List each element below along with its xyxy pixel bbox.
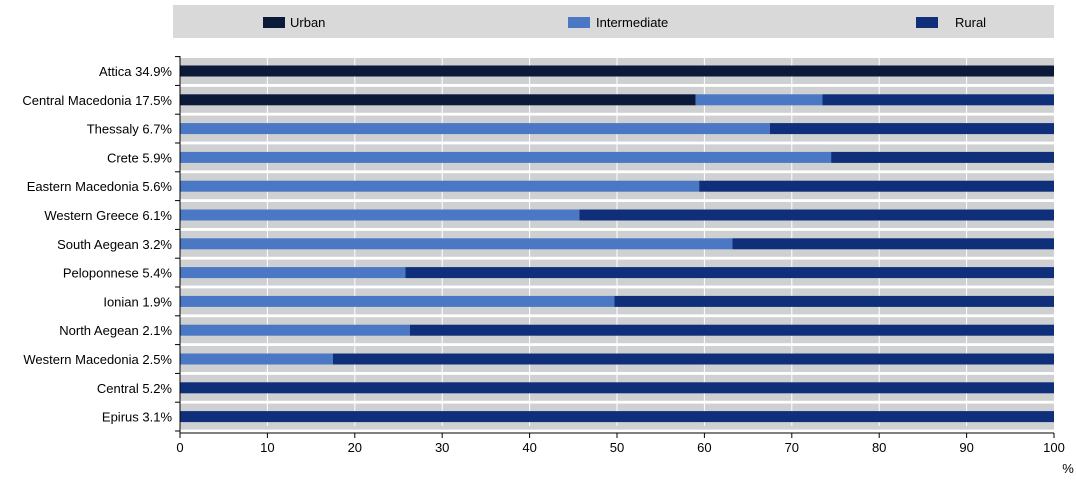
bar-rural bbox=[180, 382, 1054, 394]
bar-rural bbox=[732, 238, 1054, 250]
bar-intermediate bbox=[180, 353, 333, 365]
x-axis-unit: % bbox=[1062, 461, 1074, 476]
bar-rural bbox=[180, 411, 1054, 423]
category-label: Thessaly 6.7% bbox=[87, 122, 173, 137]
bar-rural bbox=[579, 209, 1054, 221]
bar-intermediate bbox=[180, 123, 770, 135]
x-tick-label: 20 bbox=[348, 440, 362, 455]
category-label: Attica 34.9% bbox=[99, 64, 172, 79]
legend: Urban Intermediate Rural bbox=[173, 5, 1054, 38]
category-label: Ionian 1.9% bbox=[103, 294, 172, 309]
category-label: Epirus 3.1% bbox=[102, 410, 173, 425]
axes: Attica 34.9% Central Macedonia 17.5% Thess… bbox=[22, 56, 1074, 476]
category-label: South Aegean 3.2% bbox=[57, 237, 172, 252]
x-tick-label: 30 bbox=[435, 440, 449, 455]
x-tick-label: 40 bbox=[522, 440, 536, 455]
category-label: Eastern Macedonia 5.6% bbox=[27, 179, 173, 194]
legend-background bbox=[173, 5, 1054, 38]
bar-urban bbox=[180, 65, 1054, 77]
bars bbox=[180, 65, 1054, 423]
bar-intermediate bbox=[180, 238, 733, 250]
legend-swatch-intermediate bbox=[568, 17, 590, 28]
x-tick-label: 70 bbox=[785, 440, 799, 455]
bar-rural bbox=[769, 123, 1054, 135]
bar-rural bbox=[409, 324, 1054, 336]
bar-rural bbox=[614, 295, 1054, 307]
legend-swatch-rural bbox=[916, 17, 938, 28]
x-tick-label: 10 bbox=[260, 440, 274, 455]
bar-rural bbox=[332, 353, 1054, 365]
category-label: Crete 5.9% bbox=[107, 150, 172, 165]
bar-rural bbox=[831, 151, 1054, 163]
bar-intermediate bbox=[695, 94, 823, 106]
bar-intermediate bbox=[180, 180, 700, 192]
legend-label-intermediate: Intermediate bbox=[596, 15, 668, 30]
legend-swatch-urban bbox=[263, 17, 285, 28]
bar-intermediate bbox=[180, 209, 580, 221]
bar-intermediate bbox=[180, 151, 832, 163]
bar-rural bbox=[699, 180, 1054, 192]
bar-intermediate bbox=[180, 324, 410, 336]
bar-intermediate bbox=[180, 267, 406, 279]
x-tick-label: 100 bbox=[1043, 440, 1065, 455]
x-tick-label: 80 bbox=[872, 440, 886, 455]
legend-label-urban: Urban bbox=[290, 15, 325, 30]
category-label: Central 5.2% bbox=[97, 381, 173, 396]
x-tick-label: 50 bbox=[610, 440, 624, 455]
category-label: Western Macedonia 2.5% bbox=[23, 352, 172, 367]
x-tick-label: 0 bbox=[176, 440, 183, 455]
bar-rural bbox=[405, 267, 1054, 279]
x-tick-label: 60 bbox=[697, 440, 711, 455]
category-label: North Aegean 2.1% bbox=[59, 323, 172, 338]
bar-rural bbox=[822, 94, 1054, 106]
bar-intermediate bbox=[180, 295, 615, 307]
x-tick-label: 90 bbox=[959, 440, 973, 455]
category-label: Western Greece 6.1% bbox=[44, 208, 172, 223]
category-label: Peloponnese 5.4% bbox=[63, 266, 173, 281]
category-label: Central Macedonia 17.5% bbox=[22, 93, 172, 108]
legend-label-rural: Rural bbox=[955, 15, 986, 30]
bar-urban bbox=[180, 94, 696, 106]
